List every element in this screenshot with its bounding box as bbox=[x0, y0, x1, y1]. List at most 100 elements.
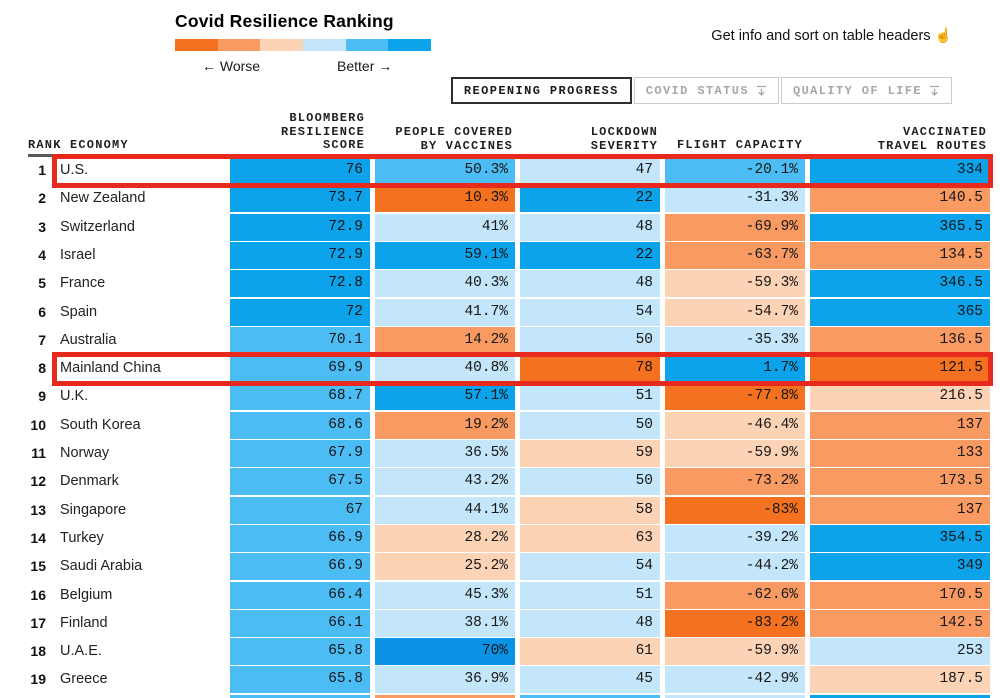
cell-people-covered: 38.1% bbox=[375, 609, 515, 637]
cell-vaccinated-routes: 334 bbox=[810, 157, 990, 184]
economy-label: U.A.E. bbox=[60, 643, 102, 660]
rank-label: 16 bbox=[30, 586, 46, 603]
cell-flight-capacity: -44.2% bbox=[665, 553, 805, 581]
cell-flight-capacity: -62.6% bbox=[665, 581, 805, 609]
cell-vaccinated-routes: 136.5 bbox=[810, 326, 990, 354]
cell-resilience-score: 72.9 bbox=[230, 213, 370, 241]
cell-people-covered: 19.2% bbox=[375, 411, 515, 439]
legend-color-segment bbox=[388, 39, 432, 51]
table-row: 14 Turkey 66.9 28.2% 63 -39.2% 354.5 bbox=[0, 524, 1000, 552]
cell-flight-capacity: 1.7% bbox=[665, 355, 805, 383]
legend-worse-label: ← Worse bbox=[202, 58, 261, 74]
rank-label: 1 bbox=[38, 162, 46, 178]
cell-flight-capacity: -39.2% bbox=[665, 524, 805, 552]
cell-people-covered: 45.3% bbox=[375, 581, 515, 609]
view-tabs: REOPENING PROGRESS COVID STATUS QUALITY … bbox=[449, 77, 952, 104]
cell-resilience-score: 76 bbox=[230, 157, 370, 184]
cell-vaccinated-routes: 173.5 bbox=[810, 468, 990, 496]
cell-flight-capacity: -69.9% bbox=[665, 213, 805, 241]
column-header-people-covered[interactable]: PEOPLE COVERED BY VACCINES bbox=[395, 125, 513, 153]
tab-label: QUALITY OF LIFE bbox=[792, 83, 922, 98]
column-header-lockdown-severity[interactable]: LOCKDOWN SEVERITY bbox=[590, 125, 658, 153]
table-row: 6 Spain 72 41.7% 54 -54.7% 365 bbox=[0, 298, 1000, 326]
cell-flight-capacity: -46.4% bbox=[665, 411, 805, 439]
economy-label: Norway bbox=[60, 445, 110, 461]
cell-lockdown-severity: 63 bbox=[520, 524, 660, 552]
rank-label: 18 bbox=[30, 643, 46, 660]
cell-vaccinated-routes: 365 bbox=[810, 298, 990, 326]
rank-label: 6 bbox=[38, 303, 46, 320]
economy-label: Singapore bbox=[60, 501, 127, 518]
cell-lockdown-severity: 50 bbox=[520, 411, 660, 439]
rank-label: 17 bbox=[30, 614, 46, 631]
tab-quality-of-life[interactable]: QUALITY OF LIFE bbox=[780, 77, 952, 104]
cell-flight-capacity: -20.1% bbox=[665, 157, 805, 184]
economy-label: Mainland China bbox=[60, 360, 161, 377]
cell-vaccinated-routes: 140.5 bbox=[810, 185, 990, 213]
column-header-flight-capacity[interactable]: FLIGHT CAPACITY bbox=[676, 138, 803, 152]
cell-resilience-score: 66.9 bbox=[230, 553, 370, 581]
legend-color-segment bbox=[345, 39, 389, 51]
economy-label: Israel bbox=[60, 246, 96, 263]
table-row: 13 Singapore 67 44.1% 58 -83% 137 bbox=[0, 496, 1000, 524]
economy-label: Switzerland bbox=[60, 218, 135, 235]
cell-people-covered: 41.7% bbox=[375, 298, 515, 326]
rank-label: 13 bbox=[30, 501, 46, 518]
cell-lockdown-severity: 48 bbox=[520, 270, 660, 298]
cell-vaccinated-routes: 133 bbox=[810, 440, 990, 467]
table-row: 19 Greece 65.8 36.9% 45 -42.9% 187.5 bbox=[0, 666, 1000, 694]
rank-label: 12 bbox=[30, 473, 46, 490]
cell-vaccinated-routes: 216.5 bbox=[810, 383, 990, 411]
cell-flight-capacity: -31.3% bbox=[665, 185, 805, 213]
cell-people-covered: 36.9% bbox=[375, 666, 515, 694]
cell-resilience-score: 65.8 bbox=[230, 666, 370, 694]
rank-label: 14 bbox=[30, 529, 46, 546]
rank-label: 19 bbox=[30, 671, 46, 688]
highlight-box-u-s- bbox=[52, 153, 993, 188]
cell-people-covered: 28.2% bbox=[375, 524, 515, 552]
highlight-box-mainland-china bbox=[52, 351, 993, 386]
table-row: 12 Denmark 67.5 43.2% 50 -73.2% 173.5 bbox=[0, 468, 1000, 496]
column-header-rank-economy[interactable]: RANK ECONOMY bbox=[28, 138, 129, 152]
table-row: 4 Israel 72.9 59.1% 22 -63.7% 134.5 bbox=[0, 241, 1000, 269]
legend-color-segment bbox=[217, 39, 261, 51]
tab-covid-status[interactable]: COVID STATUS bbox=[633, 77, 779, 104]
table-row: 8 Mainland China 69.9 40.8% 78 1.7% 121.5 bbox=[0, 355, 1000, 383]
table-row: 2 New Zealand 73.7 10.3% 22 -31.3% 140.5 bbox=[0, 185, 1000, 213]
cell-people-covered: 41% bbox=[375, 213, 515, 241]
cell-people-covered: 40.3% bbox=[375, 270, 515, 298]
rank-label: 11 bbox=[31, 445, 46, 461]
cell-resilience-score: 69.9 bbox=[230, 355, 370, 383]
rank-label: 15 bbox=[30, 558, 46, 575]
cell-people-covered: 36.5% bbox=[375, 440, 515, 467]
rank-label: 5 bbox=[38, 275, 46, 292]
cell-people-covered bbox=[375, 694, 515, 698]
cell-people-covered: 25.2% bbox=[375, 553, 515, 581]
cell-lockdown-severity: 78 bbox=[520, 355, 660, 383]
hand-pointer-icon: ☝ bbox=[934, 27, 952, 43]
cell-resilience-score: 65.8 bbox=[230, 638, 370, 666]
cell-resilience-score bbox=[230, 694, 370, 698]
legend-color-segment bbox=[303, 39, 346, 51]
cell-vaccinated-routes: 354.5 bbox=[810, 524, 990, 552]
table-row: 10 South Korea 68.6 19.2% 50 -46.4% 137 bbox=[0, 411, 1000, 439]
cell-vaccinated-routes: 253 bbox=[810, 638, 990, 666]
cell-people-covered: 50.3% bbox=[375, 157, 515, 184]
economy-label: Spain bbox=[60, 303, 98, 320]
legend-better-label: Better → bbox=[337, 58, 393, 74]
economy-label: U.K. bbox=[60, 388, 89, 405]
cell-flight-capacity: -59.3% bbox=[665, 270, 805, 298]
cell-lockdown-severity: 50 bbox=[520, 468, 660, 496]
cell-people-covered: 44.1% bbox=[375, 496, 515, 524]
cell-people-covered: 57.1% bbox=[375, 383, 515, 411]
cell-people-covered: 59.1% bbox=[375, 241, 515, 269]
cell-flight-capacity: -77.8% bbox=[665, 383, 805, 411]
column-header-resilience-score[interactable]: BLOOMBERG RESILIENCE SCORE bbox=[280, 111, 365, 152]
table-row: 16 Belgium 66.4 45.3% 51 -62.6% 170.5 bbox=[0, 581, 1000, 609]
column-header-vaccinated-travel-routes[interactable]: VACCINATED TRAVEL ROUTES bbox=[877, 125, 987, 153]
cell-flight-capacity: -73.2% bbox=[665, 468, 805, 496]
table-row: 7 Australia 70.1 14.2% 50 -35.3% 136.5 bbox=[0, 326, 1000, 354]
tab-reopening-progress[interactable]: REOPENING PROGRESS bbox=[450, 77, 632, 104]
economy-label: New Zealand bbox=[60, 190, 146, 207]
